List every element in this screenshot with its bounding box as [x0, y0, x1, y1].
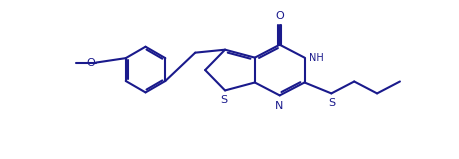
Text: S: S [327, 98, 334, 108]
Text: S: S [219, 95, 227, 105]
Text: O: O [275, 11, 284, 21]
Text: N: N [274, 101, 282, 111]
Text: O: O [86, 58, 95, 68]
Text: NH: NH [308, 53, 323, 63]
